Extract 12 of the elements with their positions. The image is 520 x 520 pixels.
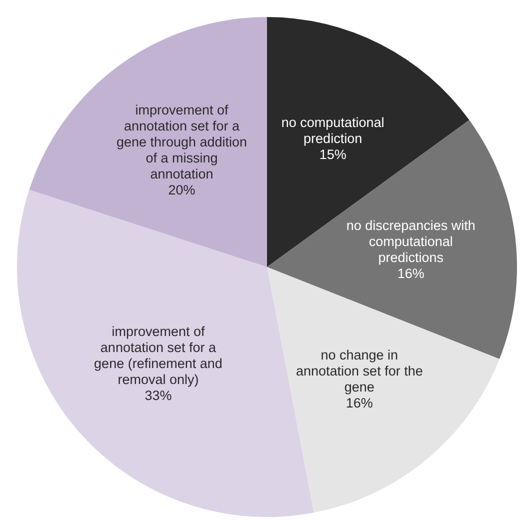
slice-label: improvement of annotation set for a gene (refinement and removal only): [94, 323, 222, 386]
data-label: 20%: [168, 182, 196, 198]
slice-label: no discrepancies with computational predictions: [346, 217, 476, 264]
slice-label: improvement of annotation set for a gene through addition of a missing annotation: [116, 102, 248, 182]
data-label: 15%: [319, 146, 346, 162]
data-label: 16%: [397, 265, 424, 280]
data-label: 33%: [144, 387, 172, 402]
slice-label: no change in annotation set for the gene: [296, 347, 423, 394]
slice-label: no computational prediction: [281, 114, 384, 146]
pie-slice: [29, 17, 267, 267]
data-label: 16%: [346, 395, 373, 410]
pie-slice: [267, 267, 500, 513]
